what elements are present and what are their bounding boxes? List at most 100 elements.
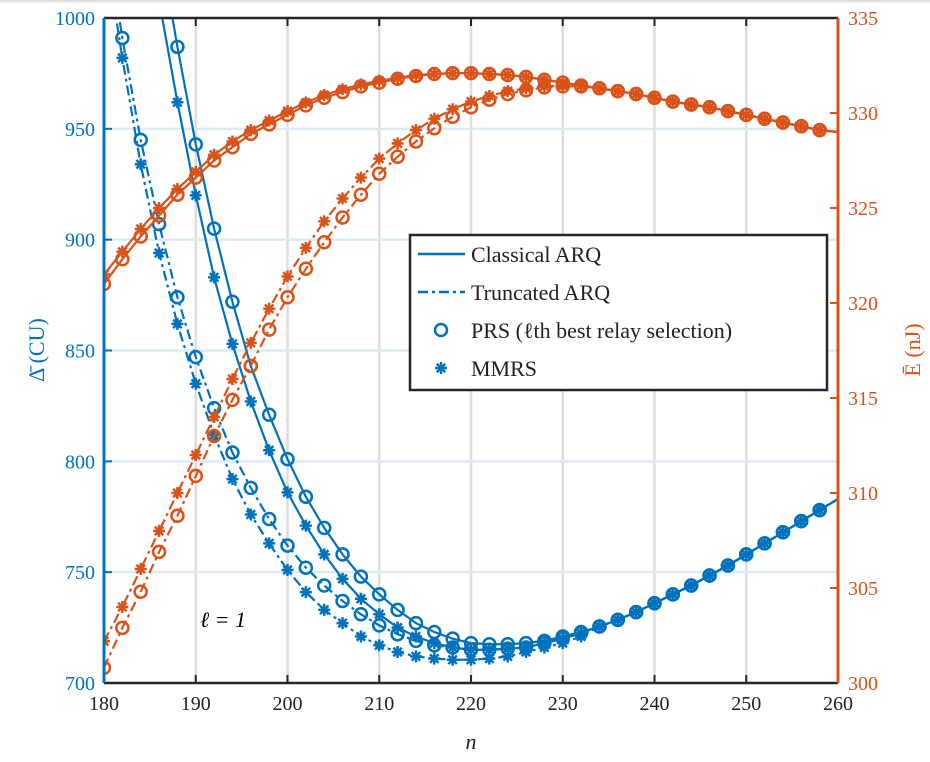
- star-marker: [373, 74, 386, 87]
- star-core: [412, 653, 419, 660]
- star-marker: [336, 192, 349, 205]
- star-core: [266, 447, 273, 454]
- star-marker: [575, 630, 588, 643]
- star-core: [504, 88, 511, 95]
- star-core: [541, 83, 548, 90]
- y-right-tick-label: 325: [848, 198, 878, 220]
- legend-circle-marker-icon: [433, 322, 449, 338]
- star-core: [449, 644, 456, 651]
- star-marker: [776, 116, 789, 129]
- star-marker: [685, 579, 698, 592]
- star-core: [247, 511, 254, 518]
- x-tick-label: 200: [273, 693, 303, 715]
- star-marker: [226, 473, 239, 486]
- axes: 180 190 200 210 220 230 240 250 260 700 750 800 850 9…: [55, 8, 878, 715]
- star-marker: [299, 241, 312, 254]
- star-marker: [740, 108, 753, 121]
- star-core: [816, 507, 823, 514]
- star-core: [724, 562, 731, 569]
- star-marker: [134, 222, 147, 235]
- star-core: [761, 115, 768, 122]
- star-marker: [318, 215, 331, 228]
- legend-label-prs: PRS (ℓth best relay selection): [471, 318, 732, 343]
- legend-label-classical: Classical ARQ: [471, 242, 601, 267]
- circle-marker: [372, 587, 387, 602]
- star-marker: [153, 525, 166, 537]
- circle-marker: [133, 132, 148, 148]
- star-core: [798, 123, 805, 130]
- circle-marker: [188, 468, 203, 484]
- star-marker: [409, 650, 422, 663]
- y-left-tick-label: 800: [65, 451, 95, 473]
- star-marker: [318, 88, 331, 101]
- circle-marker: [104, 276, 112, 292]
- y-right-tick-label: 300: [848, 673, 878, 695]
- star-core: [541, 644, 548, 651]
- star-marker: [666, 95, 679, 108]
- star-core: [211, 151, 218, 158]
- star-core: [376, 155, 383, 162]
- star-core: [229, 476, 236, 483]
- star-core: [266, 305, 273, 312]
- star-marker: [483, 89, 496, 102]
- star-core: [743, 551, 750, 558]
- star-core: [394, 74, 401, 81]
- star-marker: [263, 114, 276, 127]
- circle-marker: [316, 234, 332, 250]
- star-marker: [813, 504, 826, 517]
- circle-marker: [170, 508, 185, 524]
- star-core: [357, 81, 364, 88]
- star-core: [578, 82, 585, 89]
- series-7: [104, 79, 838, 648]
- star-marker: [391, 137, 404, 150]
- star-core: [192, 192, 199, 199]
- star-core: [357, 633, 364, 640]
- y-left-tick-label: 700: [65, 673, 95, 695]
- circle-marker: [115, 620, 130, 636]
- star-marker: [721, 105, 734, 118]
- star-marker: [703, 569, 716, 582]
- y-right-tick-label: 320: [848, 293, 878, 315]
- star-core: [486, 646, 493, 653]
- circle-marker: [280, 451, 295, 467]
- circle-marker: [243, 480, 259, 496]
- star-core: [559, 82, 566, 89]
- circle-marker: [280, 538, 295, 553]
- star-marker: [226, 373, 239, 385]
- star-marker: [263, 537, 276, 550]
- star-marker: [428, 68, 441, 81]
- star-core: [523, 85, 530, 92]
- circle-marker: [335, 210, 350, 225]
- star-core: [266, 117, 273, 124]
- star-marker: [153, 202, 166, 214]
- star-marker: [520, 645, 533, 658]
- star-marker: [244, 336, 257, 349]
- star-core: [174, 186, 181, 192]
- circle-marker: [390, 626, 405, 642]
- star-core: [247, 127, 254, 134]
- star-marker: [116, 245, 129, 258]
- star-core: [486, 92, 493, 99]
- star-core: [504, 645, 511, 652]
- star-core: [357, 174, 364, 181]
- star-marker: [189, 165, 202, 178]
- star-marker: [703, 101, 716, 114]
- star-marker: [758, 112, 771, 125]
- star-core: [651, 600, 658, 607]
- y-right-tick-label: 310: [848, 483, 878, 505]
- star-core: [192, 452, 199, 458]
- circle-marker: [133, 584, 148, 600]
- series-3: [114, 18, 838, 666]
- star-marker: [281, 105, 294, 118]
- star-core: [468, 656, 474, 663]
- star-marker: [575, 79, 588, 92]
- star-core: [431, 71, 438, 78]
- circle-marker: [298, 261, 314, 277]
- star-marker: [611, 613, 624, 626]
- star-core: [651, 94, 658, 101]
- star-marker: [134, 563, 147, 575]
- star-core: [229, 138, 236, 145]
- star-core: [302, 99, 309, 106]
- star-marker: [556, 637, 569, 650]
- star-core: [412, 72, 419, 78]
